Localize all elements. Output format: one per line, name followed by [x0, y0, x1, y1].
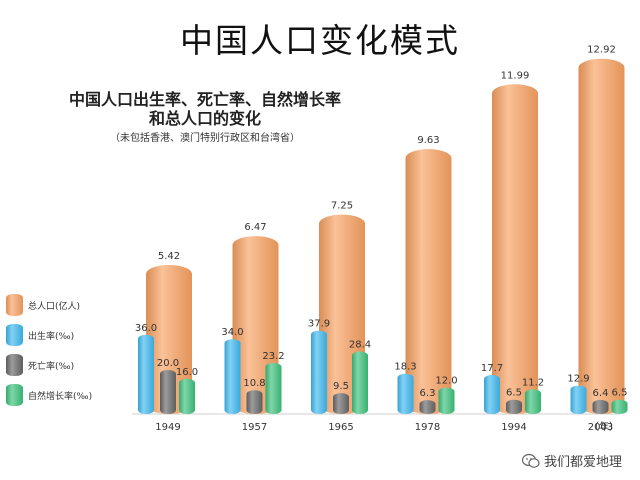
- chart-note: （未包括香港、澳门特别行政区和台湾省）: [110, 133, 300, 144]
- wechat-icon: [521, 453, 540, 468]
- label-birth-1957: 34.0: [221, 327, 243, 338]
- legend-label-2: 死亡率(‰): [28, 360, 74, 372]
- bar-growth-1978: [438, 387, 455, 414]
- label-population-1994: 11.99: [501, 70, 530, 81]
- legend-swatch-0: [6, 294, 23, 316]
- label-death-1978: 6.3: [420, 388, 436, 399]
- bar-death-1965: [333, 393, 349, 414]
- label-growth-1949: 16.0: [176, 367, 198, 378]
- label-birth-1978: 18.3: [394, 362, 416, 373]
- bar-birth-1965: [311, 330, 327, 414]
- x-tick-2003: 2003: [588, 422, 613, 433]
- bar-birth-2003: [570, 385, 587, 414]
- label-death-1949: 20.0: [157, 358, 179, 369]
- bar-birth-1957: [224, 339, 241, 414]
- x-tick-1965: 1965: [328, 422, 353, 433]
- x-tick-1994: 1994: [501, 422, 526, 433]
- chart-title-line-1: 中国人口出生率、死亡率、自然增长率: [68, 90, 341, 109]
- legend-swatch-1: [6, 324, 23, 346]
- label-death-2003: 6.4: [593, 388, 609, 399]
- bar-growth-1957: [265, 362, 282, 414]
- label-birth-1949: 36.0: [135, 323, 157, 334]
- label-growth-2003: 6.5: [612, 388, 628, 399]
- bar-death-2003: [592, 399, 609, 414]
- bar-growth-2003: [611, 399, 628, 414]
- watermark-text: 我们都爱地理: [543, 455, 622, 470]
- legend-label-3: 自然增长率(‰): [28, 390, 92, 402]
- x-tick-1949: 1949: [155, 422, 180, 433]
- legend-label-1: 出生率(‰): [28, 330, 74, 342]
- label-growth-1965: 28.4: [349, 340, 371, 351]
- label-growth-1957: 23.2: [262, 351, 284, 362]
- label-birth-2003: 12.9: [567, 374, 589, 385]
- bar-birth-1994: [484, 375, 500, 414]
- bar-population-2003: [578, 58, 625, 414]
- label-birth-1965: 37.9: [308, 319, 330, 330]
- legend-swatch-2: [6, 354, 23, 376]
- chart-title-line-2: 和总人口的变化: [148, 109, 261, 128]
- bar-growth-1994: [525, 389, 541, 414]
- bar-birth-1949: [138, 334, 154, 414]
- label-death-1965: 9.5: [333, 381, 349, 392]
- bar-death-1957: [246, 390, 263, 414]
- bar-birth-1978: [397, 373, 414, 414]
- legend-swatch-3: [6, 384, 23, 406]
- bar-population-1978: [405, 149, 452, 415]
- watermark: 我们都爱地理: [521, 451, 622, 470]
- bar-population-1949: [146, 264, 192, 414]
- legend-label-0: 总人口(亿人): [28, 300, 80, 312]
- bar-growth-1965: [352, 351, 368, 414]
- label-death-1957: 10.8: [243, 378, 265, 389]
- bar-population-1994: [492, 84, 538, 415]
- label-death-1994: 6.5: [506, 388, 522, 399]
- label-growth-1978: 12.0: [435, 376, 457, 387]
- chart-title: 中国人口出生率、死亡率、自然增长率 和总人口的变化: [40, 90, 370, 128]
- label-population-1978: 9.63: [417, 135, 439, 146]
- bar-growth-1949: [179, 378, 195, 414]
- x-tick-1978: 1978: [415, 422, 440, 433]
- bar-death-1978: [419, 400, 436, 414]
- label-birth-1994: 17.7: [481, 363, 503, 374]
- page-title: 中国人口变化模式: [180, 21, 460, 60]
- bar-death-1949: [160, 370, 176, 414]
- label-population-2003: 12.92: [587, 45, 616, 56]
- label-population-1957: 6.47: [244, 222, 266, 233]
- label-growth-1994: 11.2: [522, 377, 544, 388]
- label-population-1965: 7.25: [331, 201, 353, 212]
- x-tick-1957: 1957: [242, 422, 267, 433]
- x-unit-label: （年）: [589, 420, 619, 433]
- label-population-1949: 5.42: [158, 251, 180, 262]
- bar-death-1994: [506, 399, 522, 414]
